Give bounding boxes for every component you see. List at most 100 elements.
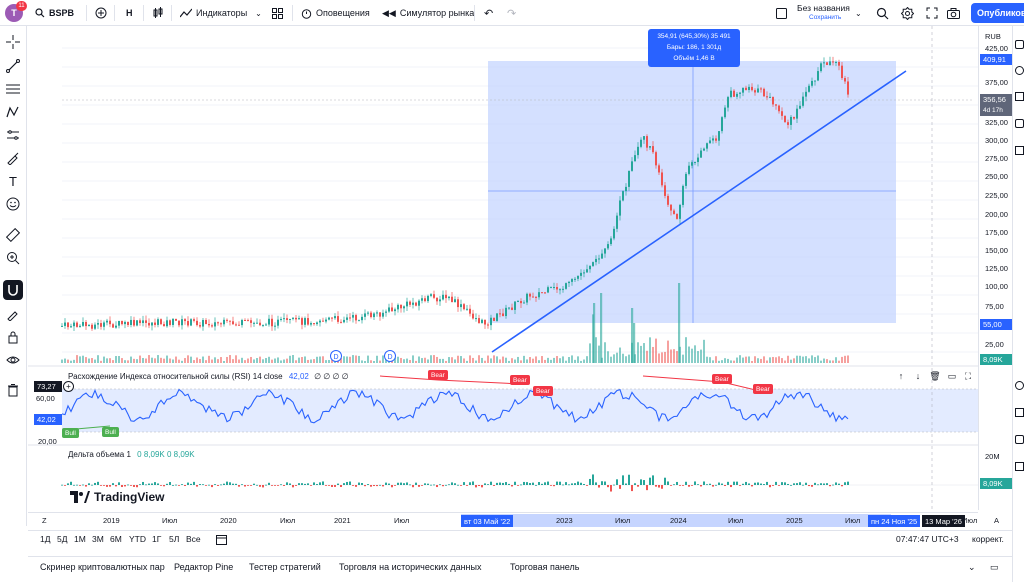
interval-button[interactable]: H [126,0,133,26]
save-status[interactable]: Сохранить [809,13,841,22]
range-1y[interactable]: 1Г [152,534,162,544]
range-ytd[interactable]: YTD [129,534,146,544]
pine-icon[interactable] [1015,408,1024,417]
zoom-tool[interactable] [3,248,23,268]
text-tool[interactable]: T [3,171,23,191]
alerts-button[interactable]: Оповещения [301,0,370,26]
delta-bar [511,485,513,487]
publish-button[interactable]: Опубликовать [971,3,1024,23]
lock-tool[interactable] [3,327,23,347]
volume-bar [421,358,423,363]
undo-button[interactable]: ↶ [484,0,493,26]
tradingview-logo[interactable]: TradingView [70,490,164,504]
volume-bar [463,358,465,363]
price-axis[interactable]: RUB 425,00 409,91 375,00 356,56 4d 17h 3… [978,26,1012,510]
hide-tool[interactable] [3,350,23,370]
indicators-button[interactable]: Индикаторы ⌄ [180,0,262,26]
delta-bar [580,482,582,485]
layout-button[interactable] [776,0,787,26]
calendar-icon [216,535,227,545]
range-5y[interactable]: 5Л [169,534,180,544]
arrow-down-icon: ↓ [915,371,921,381]
range-all[interactable]: Все [186,534,201,544]
brush-tool[interactable] [3,148,23,168]
adjust-button[interactable]: коррект. [972,534,1004,544]
volume-bar [217,359,219,363]
hotlist-icon[interactable] [1015,435,1024,444]
news-icon[interactable] [1015,92,1024,101]
ruler-tool[interactable] [3,225,23,245]
replay-button[interactable]: ◀◀ Симулятор рынка [382,0,474,26]
layout-name[interactable]: Без названия [797,3,850,13]
fib-tool[interactable] [3,79,23,99]
bear-text: Bear [536,387,550,395]
tab-pine-editor[interactable]: Редактор Pine [174,562,234,572]
delta-bar [190,483,192,485]
chart-type-button[interactable] [153,0,163,26]
delete-tool[interactable] [3,380,23,400]
maximize-panel-button[interactable]: ▭ [990,562,999,573]
move-up-button[interactable]: ↑ [895,370,907,382]
layout-menu-button[interactable]: ⌄ [855,0,862,26]
pattern-tool[interactable] [3,102,23,122]
delta-bar [163,485,165,487]
templates-button[interactable] [272,0,283,26]
snapshot-button[interactable] [947,0,960,26]
range-5d[interactable]: 5Д [57,534,68,544]
delete-pane-button[interactable]: 🗑 [929,370,941,382]
alerts-panel-icon[interactable] [1015,66,1024,75]
range-3m[interactable]: 3М [92,534,104,544]
calendar-panel-icon[interactable] [1015,119,1024,128]
fullscreen-button[interactable] [926,0,938,26]
collapse-pane-button[interactable]: ▭ [946,370,958,382]
rsi-legend[interactable]: Расхождение Индекса относительной силы (… [68,372,349,381]
watchlist-icon[interactable] [1015,40,1024,49]
quick-search-button[interactable] [876,0,889,26]
collapse-panel-button[interactable]: ⌄ [968,562,976,573]
delta-bar [679,485,681,486]
ideas-icon[interactable] [1015,381,1024,390]
prediction-tool[interactable] [3,125,23,145]
volume-bar [442,358,444,363]
rsi-band [62,389,978,432]
price-chart[interactable]: D D [28,26,978,510]
chat-icon[interactable] [1015,146,1024,155]
trend-line-drawing[interactable] [491,70,907,353]
range-1d[interactable]: 1Д [40,534,51,544]
goto-date-button[interactable] [216,534,227,547]
trendline-tool[interactable] [3,56,23,76]
tab-crypto-screener[interactable]: Скринер криптовалютных пар [40,562,165,572]
compare-button[interactable] [95,0,107,26]
range-6m[interactable]: 6М [110,534,122,544]
dividend-marker-2[interactable]: D [384,350,396,362]
emoji-tool[interactable] [3,194,23,214]
delta-bar [430,484,432,486]
lock-drawings-tool[interactable] [3,304,23,324]
clock-display[interactable]: 07:47:47 UTC+3 [896,534,959,544]
notification-badge: 11 [16,1,27,11]
tab-strategy-tester[interactable]: Тестер стратегий [249,562,321,572]
range-1m[interactable]: 1М [74,534,86,544]
time-axis[interactable]: Z 2019 Июл 2020 Июл 2021 Июл вт 03 Май '… [28,512,999,528]
add-alert-button[interactable]: + [63,381,74,392]
maximize-pane-button[interactable]: ⛶ [962,370,974,382]
candle-body [685,173,687,186]
volume-delta-legend[interactable]: Дельта объема 1 0 8,09K 0 8,09K [68,450,195,459]
auto-scale-label[interactable]: A [994,516,1000,525]
crosshair-tool[interactable] [3,32,23,52]
volume-bar [556,356,558,363]
tab-trading-panel[interactable]: Торговая панель [510,562,580,572]
settings-button[interactable] [901,0,914,26]
magnet-tool[interactable] [3,280,23,300]
candle-body [835,62,837,63]
dividend-marker-1[interactable]: D [330,350,342,362]
tab-replay-trading[interactable]: Торговля на исторических данных [339,562,482,572]
redo-button[interactable]: ↷ [507,0,516,26]
move-down-button[interactable]: ↓ [912,370,924,382]
symbol-search[interactable]: BSPB [35,0,74,26]
volume-bar [517,356,519,363]
volume-bar [298,357,300,363]
candle-body [679,204,681,219]
volume-bar [139,355,141,363]
help-icon[interactable] [1015,462,1024,471]
